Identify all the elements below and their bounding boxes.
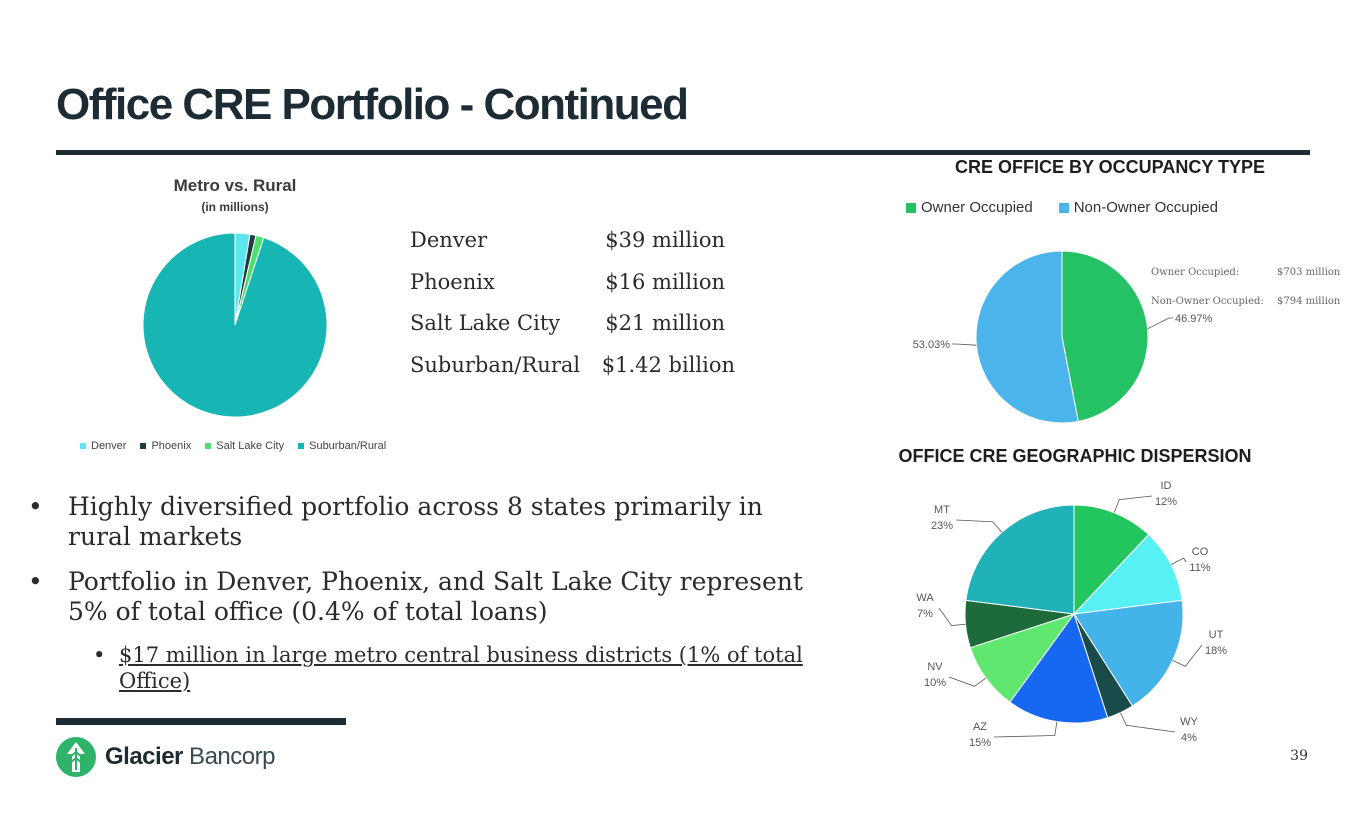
metro-legend: Denver Phoenix Salt Lake City Suburban/R… (80, 440, 386, 452)
metro-row: Suburban/Rural $1.42 billion (410, 353, 750, 395)
pie-category-label: CO (1192, 546, 1209, 558)
pie-data-label: 10% (924, 677, 946, 689)
leader-line (1147, 317, 1173, 330)
legend-label: Owner Occupied (921, 199, 1033, 216)
occupancy-chart-title: CRE OFFICE BY OCCUPANCY TYPE (954, 157, 1266, 177)
pie-category-label: MT (934, 504, 950, 516)
metro-row: Denver $39 million (410, 228, 750, 270)
legend-swatch (140, 443, 147, 449)
pie-category-label: NV (927, 661, 943, 673)
legend-swatch (906, 202, 916, 213)
metro-amount: $16 million (605, 269, 725, 294)
pie-data-label: 23% (931, 520, 953, 532)
pie-category-label: WY (1180, 716, 1198, 728)
glacier-logo-icon (56, 737, 96, 777)
pie-data-label: 18% (1205, 645, 1227, 657)
pie-data-label: 4% (1181, 732, 1197, 744)
metro-row: Salt Lake City $21 million (410, 311, 750, 353)
leader-line (948, 676, 987, 687)
pie-category-label: AZ (973, 721, 987, 733)
pie-data-label: 11% (1189, 562, 1210, 574)
logo-brand-bold: Glacier (105, 743, 183, 770)
legend-item-suburban-rural: Suburban/Rural (298, 440, 386, 452)
bullet-item: Portfolio in Denver, Phoenix, and Salt L… (28, 567, 818, 627)
pie-category-label: WA (916, 592, 934, 604)
owner-occupied-note-label: Owner Occupied: (1151, 267, 1240, 278)
page-number: 39 (1290, 748, 1308, 764)
metro-chart-title: Metro vs. Rural (173, 176, 297, 195)
leader-line (1120, 712, 1176, 733)
geo-pie-chart: ID 12% CO 11% UT 18% WY 4% AZ 15% NV 10% WA 7% MT 23% (916, 480, 1227, 749)
geo-chart-title: OFFICE CRE GEOGRAPHIC DISPERSION (898, 446, 1252, 466)
metro-city: Phoenix (410, 269, 495, 294)
leader-line (993, 721, 1058, 738)
owner-occupied-note-value: $703 million (1277, 267, 1341, 278)
metro-amounts-table: Denver $39 million Phoenix $16 million Sal… (410, 228, 750, 394)
non-owner-occupied-note-value: $794 million (1277, 296, 1341, 307)
pie-data-label: 15% (969, 737, 991, 749)
bullet-item: Highly diversified portfolio across 8 st… (28, 492, 818, 552)
leader-line (952, 343, 977, 346)
metro-chart-subtitle: (in millions) (201, 200, 269, 214)
legend-item-salt-lake-city: Salt Lake City (205, 440, 284, 452)
sub-bullet-text: $17 million in large metro central busin… (119, 643, 803, 693)
bullet-list: Highly diversified portfolio across 8 st… (28, 492, 818, 694)
non-owner-occupied-note-label: Non-Owner Occupied: (1151, 296, 1264, 307)
pie-data-label: 12% (1155, 496, 1177, 508)
title-divider (56, 150, 1310, 155)
occupancy-pie-chart: 46.97% 53.03% (913, 250, 1213, 424)
pie-slice-co (1072, 533, 1183, 615)
legend-label: Denver (91, 440, 127, 452)
company-logo-text: Glacier Bancorp (105, 743, 275, 771)
pie-data-label: 46.97% (1175, 313, 1213, 325)
pie-slice-owner-occupied (1061, 250, 1149, 423)
pie-slice-ut (1073, 599, 1184, 707)
leader-line (1113, 495, 1153, 513)
leader-line (1172, 644, 1203, 667)
metro-amount: $21 million (605, 311, 725, 335)
pie-category-label: UT (1209, 629, 1224, 641)
footer-divider (56, 718, 346, 725)
legend-label: Suburban/Rural (309, 440, 387, 452)
sub-bullet-item: $17 million in large metro central busin… (28, 642, 818, 694)
metro-amount: $1.42 billion (601, 352, 735, 377)
company-logo: Glacier Bancorp (55, 736, 275, 778)
legend-swatch (80, 443, 86, 449)
logo-brand-light: Bancorp (182, 743, 275, 770)
metro-amount: $39 million (605, 228, 725, 252)
legend-item-denver: Denver (80, 440, 126, 452)
pie-slice-suburban-rural (142, 232, 328, 418)
leader-line (1170, 557, 1187, 565)
legend-item-non-owner-occupied: Non-Owner Occupied (1058, 199, 1218, 216)
metro-city: Suburban/Rural (410, 352, 581, 377)
legend-swatch (1058, 202, 1069, 213)
metro-city: Denver (410, 228, 488, 252)
pie-data-label: 7% (917, 608, 933, 620)
leader-line (938, 607, 966, 626)
legend-label: Phoenix (151, 440, 192, 452)
legend-swatch (205, 443, 212, 449)
metro-city: Salt Lake City (410, 311, 561, 335)
pie-category-label: ID (1161, 480, 1172, 492)
metro-row: Phoenix $16 million (410, 270, 750, 312)
pie-slice-mt (965, 504, 1075, 615)
legend-item-owner-occupied: Owner Occupied (906, 199, 1033, 216)
slide-title: Office CRE Portfolio - Continued (56, 80, 689, 129)
legend-label: Non-Owner Occupied (1073, 199, 1218, 216)
occupancy-legend: Owner Occupied Non-Owner Occupied (906, 199, 1218, 216)
leader-line (955, 519, 1003, 533)
legend-item-phoenix: Phoenix (140, 440, 191, 452)
legend-swatch (298, 443, 305, 449)
metro-pie-chart (142, 232, 328, 418)
legend-label: Salt Lake City (216, 440, 285, 452)
pie-data-label: 53.03% (913, 339, 951, 351)
